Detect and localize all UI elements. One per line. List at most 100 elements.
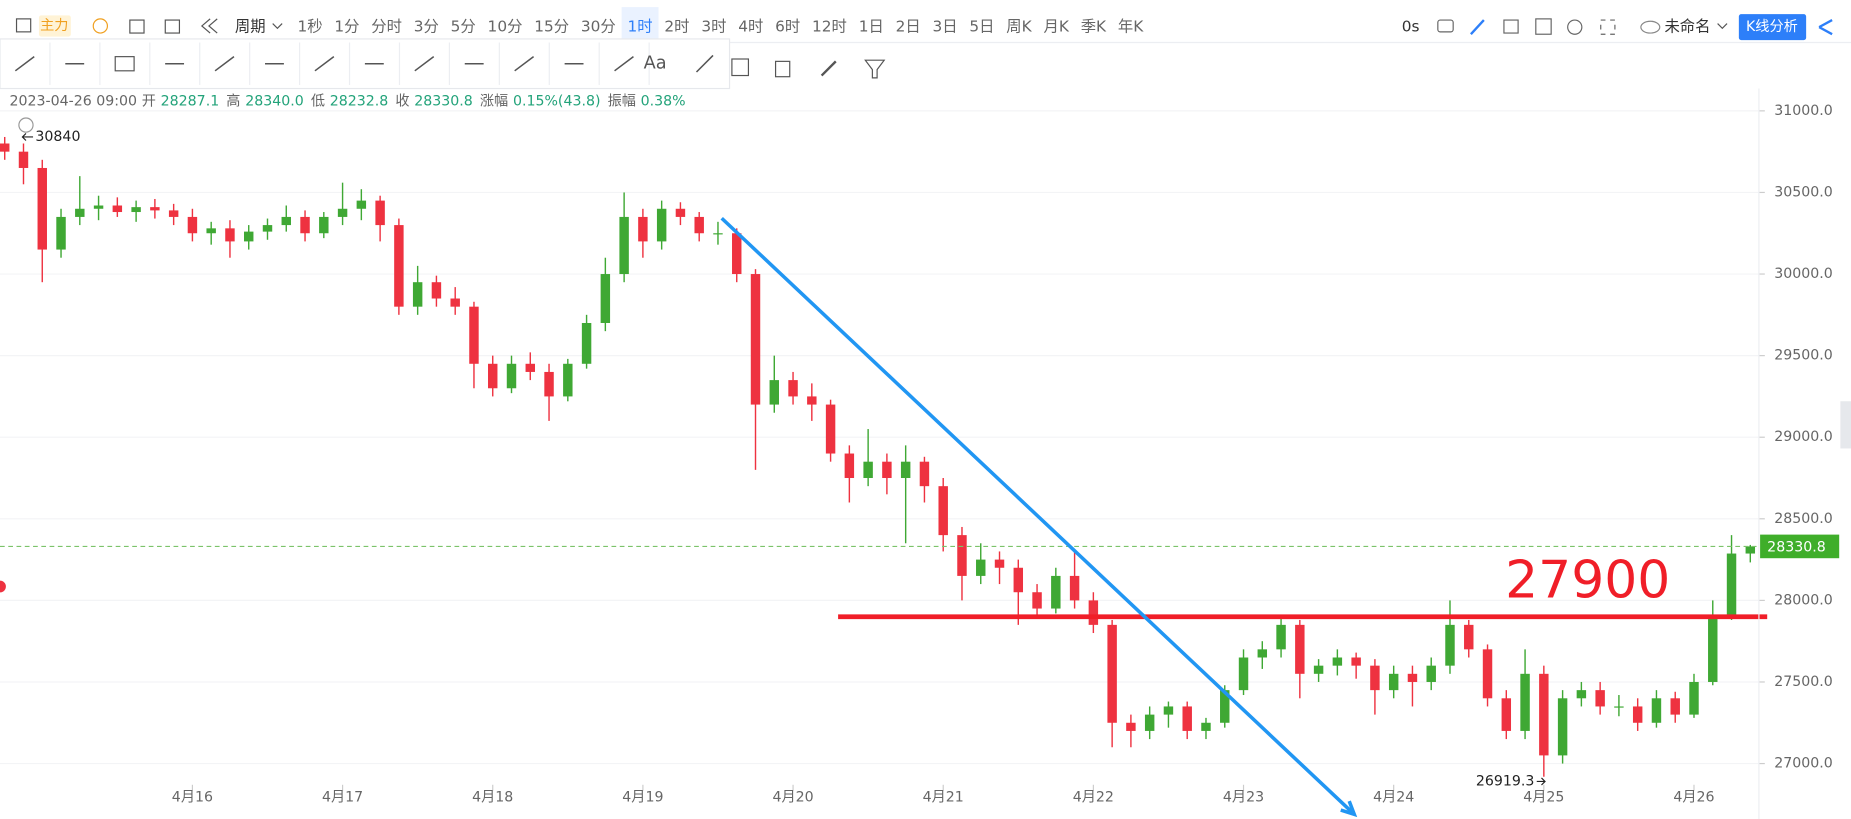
interval[interactable]: 5分 bbox=[451, 18, 476, 36]
filter-icon[interactable] bbox=[864, 59, 886, 79]
candle-body bbox=[244, 231, 254, 242]
interval[interactable]: 30分 bbox=[581, 18, 616, 36]
analysis-button[interactable] bbox=[1738, 14, 1807, 41]
candle-body bbox=[1632, 706, 1643, 723]
candle-body bbox=[1689, 681, 1699, 715]
indicator[interactable]: 主力 bbox=[40, 18, 68, 34]
candle-body bbox=[882, 461, 892, 479]
candle-body bbox=[1520, 673, 1530, 731]
interval[interactable]: 年K bbox=[1118, 18, 1144, 36]
interval[interactable]: 1日 bbox=[859, 18, 884, 36]
candle-body bbox=[1370, 665, 1380, 691]
edit-icon[interactable] bbox=[731, 58, 750, 77]
candle-body bbox=[469, 306, 479, 364]
interval[interactable]: 月K bbox=[1044, 18, 1070, 36]
candle-body bbox=[1069, 575, 1080, 601]
camera-icon[interactable] bbox=[1437, 19, 1454, 33]
candle-body bbox=[544, 371, 554, 397]
period[interactable]: 周期 bbox=[235, 18, 266, 36]
candle-body bbox=[56, 216, 66, 250]
candle-body bbox=[919, 461, 930, 487]
interval[interactable]: 6时 bbox=[775, 18, 800, 36]
interval[interactable]: 1秒 bbox=[297, 18, 322, 36]
x-tick-label: 4月19 bbox=[622, 790, 663, 806]
tool-icon[interactable] bbox=[14, 56, 35, 72]
layout-icon[interactable] bbox=[164, 19, 181, 34]
candle-body bbox=[788, 380, 798, 397]
candle-body bbox=[769, 380, 780, 405]
x-tick-label: 4月26 bbox=[1673, 790, 1714, 806]
collapse-icon[interactable] bbox=[18, 117, 34, 133]
settings-icon[interactable] bbox=[1567, 19, 1583, 35]
magnet-icon[interactable] bbox=[820, 60, 837, 77]
candle-body bbox=[18, 151, 29, 168]
candle-body bbox=[1614, 706, 1624, 708]
interval[interactable]: 季K bbox=[1081, 18, 1107, 36]
chart-icon[interactable] bbox=[15, 18, 32, 33]
y-tick-label: 27500.0 bbox=[1774, 674, 1833, 690]
candle-body bbox=[450, 298, 460, 307]
side-handle[interactable] bbox=[1840, 401, 1851, 449]
text-tool[interactable]: Aa bbox=[644, 54, 667, 74]
candle-body bbox=[976, 559, 986, 576]
fullscreen-icon[interactable] bbox=[1600, 19, 1616, 35]
candle-body bbox=[1708, 616, 1718, 682]
calendar-icon[interactable] bbox=[129, 19, 145, 34]
candle-body bbox=[168, 210, 179, 217]
interval[interactable]: 2日 bbox=[896, 18, 921, 36]
flash-icon[interactable] bbox=[92, 18, 109, 34]
tool-icon[interactable] bbox=[214, 56, 235, 72]
candle-body bbox=[131, 207, 141, 213]
candle-body bbox=[1351, 657, 1361, 666]
interval[interactable]: 分时 bbox=[371, 18, 402, 36]
candle-body bbox=[938, 486, 948, 536]
trash-icon[interactable] bbox=[774, 60, 791, 78]
candle-body bbox=[506, 363, 517, 389]
timer[interactable]: 0s bbox=[1402, 18, 1420, 36]
info-text: 28330.8 bbox=[414, 93, 473, 109]
interval[interactable]: 2时 bbox=[664, 18, 689, 36]
max-marker: 30840 bbox=[35, 129, 80, 145]
interval[interactable]: 3日 bbox=[933, 18, 958, 36]
tool-icon[interactable] bbox=[314, 56, 335, 72]
interval[interactable]: 3时 bbox=[701, 18, 726, 36]
indicator-badge[interactable] bbox=[38, 15, 71, 37]
interval[interactable]: 3分 bbox=[414, 18, 439, 36]
candle-body bbox=[1032, 592, 1042, 609]
candle-body bbox=[375, 200, 385, 226]
x-tick-label: 4月20 bbox=[772, 790, 813, 806]
interval[interactable]: 15分 bbox=[534, 18, 569, 36]
y-tick-label: 29000.0 bbox=[1774, 429, 1833, 445]
candle-body bbox=[1464, 624, 1474, 650]
interval[interactable]: 4时 bbox=[738, 18, 763, 36]
tool-icon[interactable] bbox=[514, 56, 535, 72]
candle-body bbox=[656, 208, 667, 242]
y-tick-label: 28500.0 bbox=[1774, 511, 1833, 527]
draw-icon[interactable] bbox=[1470, 19, 1485, 36]
last-price-box bbox=[1760, 534, 1840, 559]
candle-body bbox=[1313, 665, 1324, 674]
rewind-icon[interactable] bbox=[200, 18, 218, 34]
trendline bbox=[720, 216, 1356, 816]
interval[interactable]: 周K bbox=[1006, 18, 1032, 36]
interval[interactable]: 1时 bbox=[628, 18, 653, 36]
share-icon[interactable] bbox=[1818, 19, 1833, 36]
tool-icon[interactable] bbox=[114, 56, 135, 72]
analysis-button-label[interactable]: K线分析 bbox=[1746, 19, 1798, 35]
tool-icon[interactable] bbox=[614, 56, 634, 72]
drawing-tools bbox=[0, 38, 731, 90]
interval[interactable]: 12时 bbox=[812, 18, 847, 36]
candle-body bbox=[1163, 706, 1174, 715]
tool-icon[interactable] bbox=[414, 56, 435, 72]
interval[interactable]: 5日 bbox=[969, 18, 994, 36]
grid-icon[interactable] bbox=[1535, 18, 1552, 35]
interval[interactable]: 1分 bbox=[334, 18, 359, 36]
workspace[interactable]: 未命名 bbox=[1664, 18, 1710, 36]
window-icon[interactable] bbox=[1503, 19, 1519, 34]
y-tick-label: 30000.0 bbox=[1774, 266, 1833, 282]
candle-body bbox=[1220, 690, 1230, 723]
candle-body bbox=[37, 167, 47, 250]
tool-icon[interactable] bbox=[695, 54, 714, 73]
y-tick-label: 29500.0 bbox=[1774, 348, 1833, 364]
interval[interactable]: 10分 bbox=[488, 18, 523, 36]
